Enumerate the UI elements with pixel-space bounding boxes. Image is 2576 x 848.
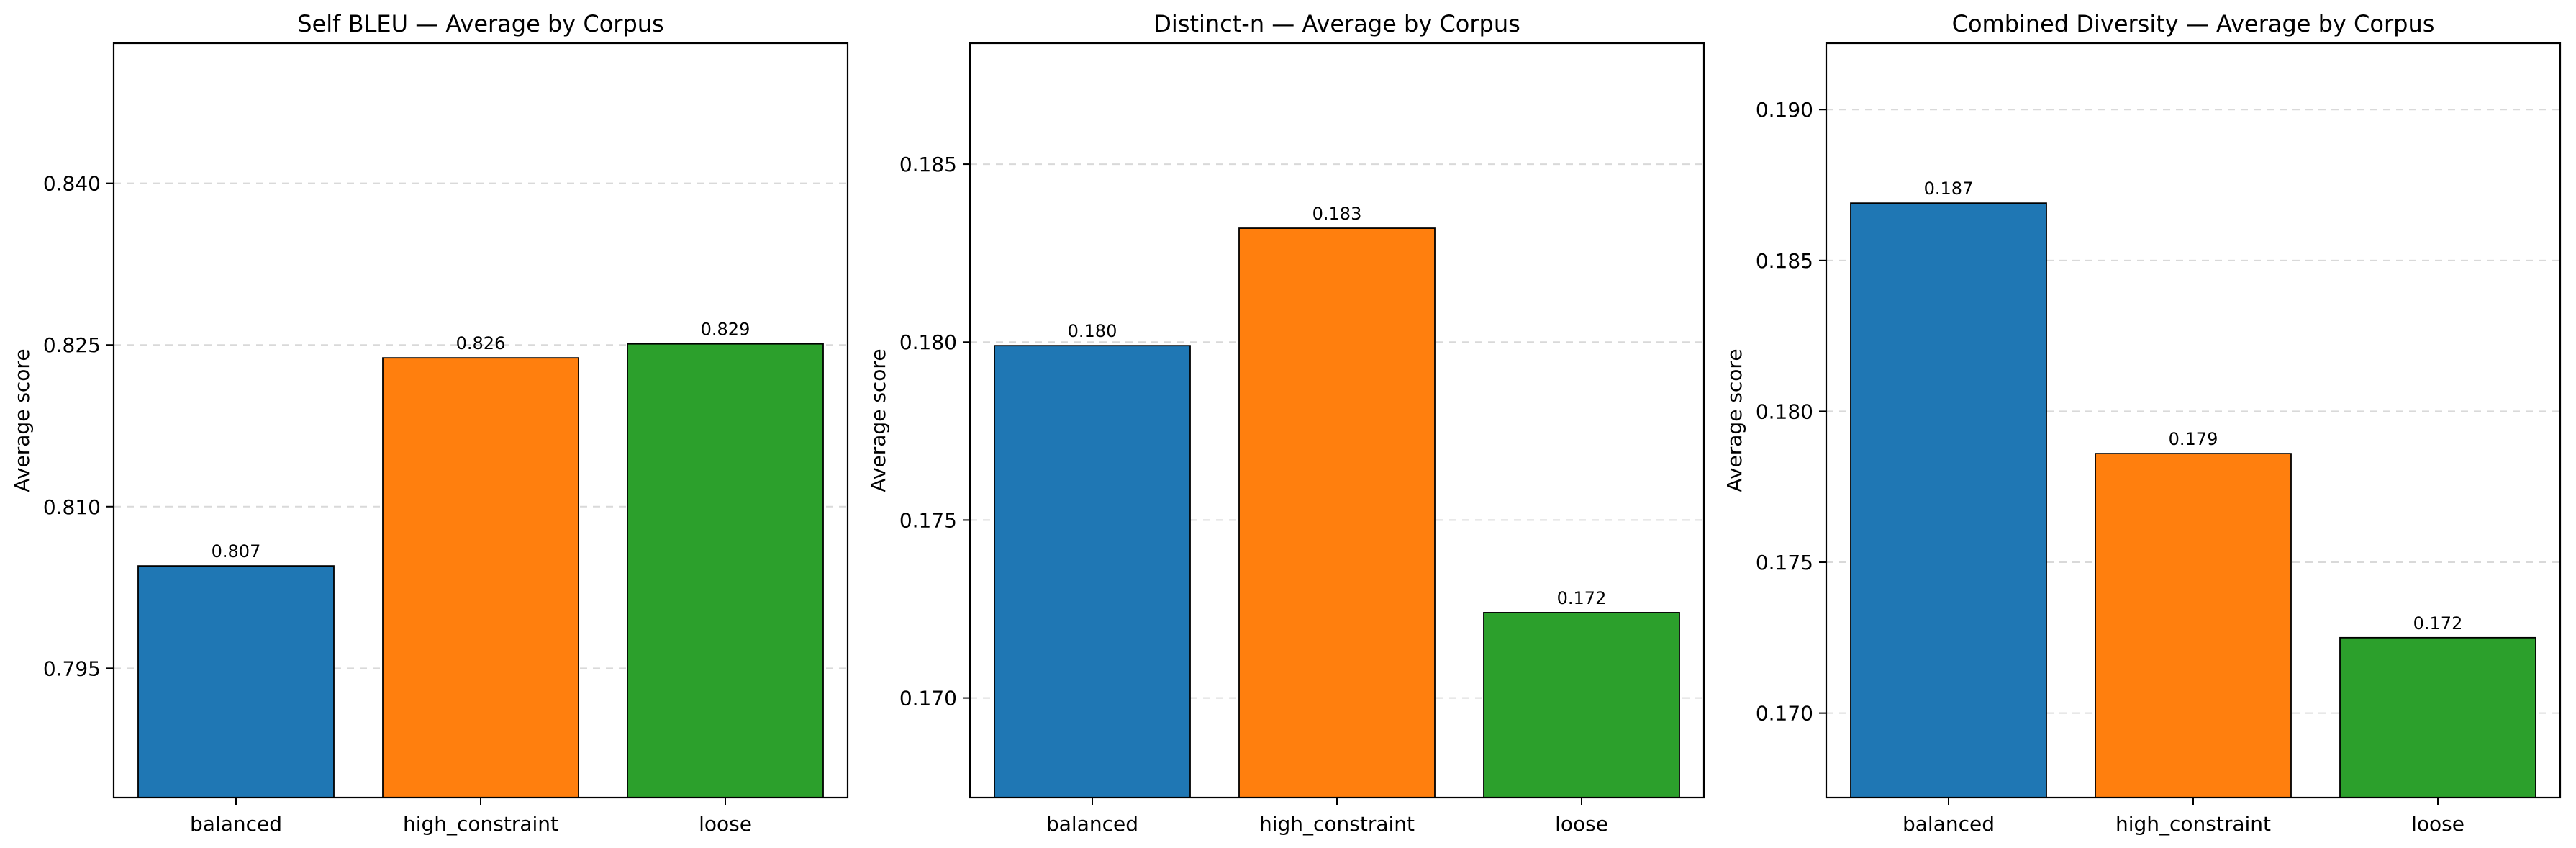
bar-high-constraint xyxy=(382,357,579,798)
bar-loose xyxy=(2339,636,2536,798)
chart-panel-2: 0.180 balanced 0.183 high_constraint 0.172 lo… xyxy=(866,10,1705,836)
y-tick-label: 0.840 xyxy=(43,172,101,196)
y-axis-label: Average score xyxy=(10,348,34,492)
x-tick-label: balanced xyxy=(190,812,282,836)
y-tick-label: 0.180 xyxy=(1756,400,1813,423)
data-label: 0.172 xyxy=(2413,613,2463,633)
chart-title: Distinct-n — Average by Corpus xyxy=(1153,10,1520,37)
x-tick-label: loose xyxy=(1555,812,1608,836)
data-label: 0.172 xyxy=(1557,588,1607,608)
data-label: 0.829 xyxy=(701,320,750,340)
x-tick-label: high_constraint xyxy=(403,812,558,836)
y-axis-label: Average score xyxy=(866,348,890,492)
y-tick-label: 0.170 xyxy=(1756,702,1813,726)
bar-high-constraint xyxy=(2095,453,2292,798)
data-label: 0.180 xyxy=(1068,321,1117,341)
plot-frame xyxy=(112,42,849,799)
y-tick-label: 0.170 xyxy=(899,687,957,711)
bar-balanced xyxy=(994,345,1191,798)
bar-loose xyxy=(627,343,824,798)
x-tick-label: loose xyxy=(2411,812,2464,836)
x-tick-label: high_constraint xyxy=(2115,812,2271,836)
data-label: 0.179 xyxy=(2169,429,2218,449)
y-tick-label: 0.190 xyxy=(1756,98,1813,122)
x-tick-label: loose xyxy=(699,812,752,836)
plot-frame xyxy=(1825,42,2562,799)
y-axis-label: Average score xyxy=(1723,348,1746,492)
data-label: 0.826 xyxy=(456,333,506,353)
y-tick-label: 0.810 xyxy=(43,495,101,519)
y-tick-label: 0.825 xyxy=(43,333,101,357)
bar-balanced xyxy=(137,565,335,798)
y-tick-label: 0.795 xyxy=(43,657,101,680)
data-label: 0.807 xyxy=(212,541,261,561)
y-tick-label: 0.185 xyxy=(1756,249,1813,273)
y-tick-label: 0.175 xyxy=(1756,551,1813,574)
bar-balanced xyxy=(1850,202,2047,798)
y-tick-label: 0.180 xyxy=(899,330,957,354)
y-tick-label: 0.185 xyxy=(899,153,957,176)
bar-loose xyxy=(1483,612,1680,798)
plot-frame xyxy=(969,42,1705,799)
data-label: 0.183 xyxy=(1312,204,1362,224)
x-tick-label: balanced xyxy=(1046,812,1138,836)
x-tick-label: high_constraint xyxy=(1259,812,1415,836)
data-label: 0.187 xyxy=(1924,179,1974,199)
chart-panel-3: 0.187 balanced 0.179 high_constraint 0.172 lo… xyxy=(1723,10,2562,836)
bar-high-constraint xyxy=(1238,227,1436,798)
y-tick-label: 0.175 xyxy=(899,508,957,532)
chart-title: Self BLEU — Average by Corpus xyxy=(297,10,663,37)
x-tick-label: balanced xyxy=(1902,812,1995,836)
chart-title: Combined Diversity — Average by Corpus xyxy=(1952,10,2435,37)
chart-panel-1: 0.807 balanced 0.826 high_constraint 0.829 lo… xyxy=(10,10,849,836)
